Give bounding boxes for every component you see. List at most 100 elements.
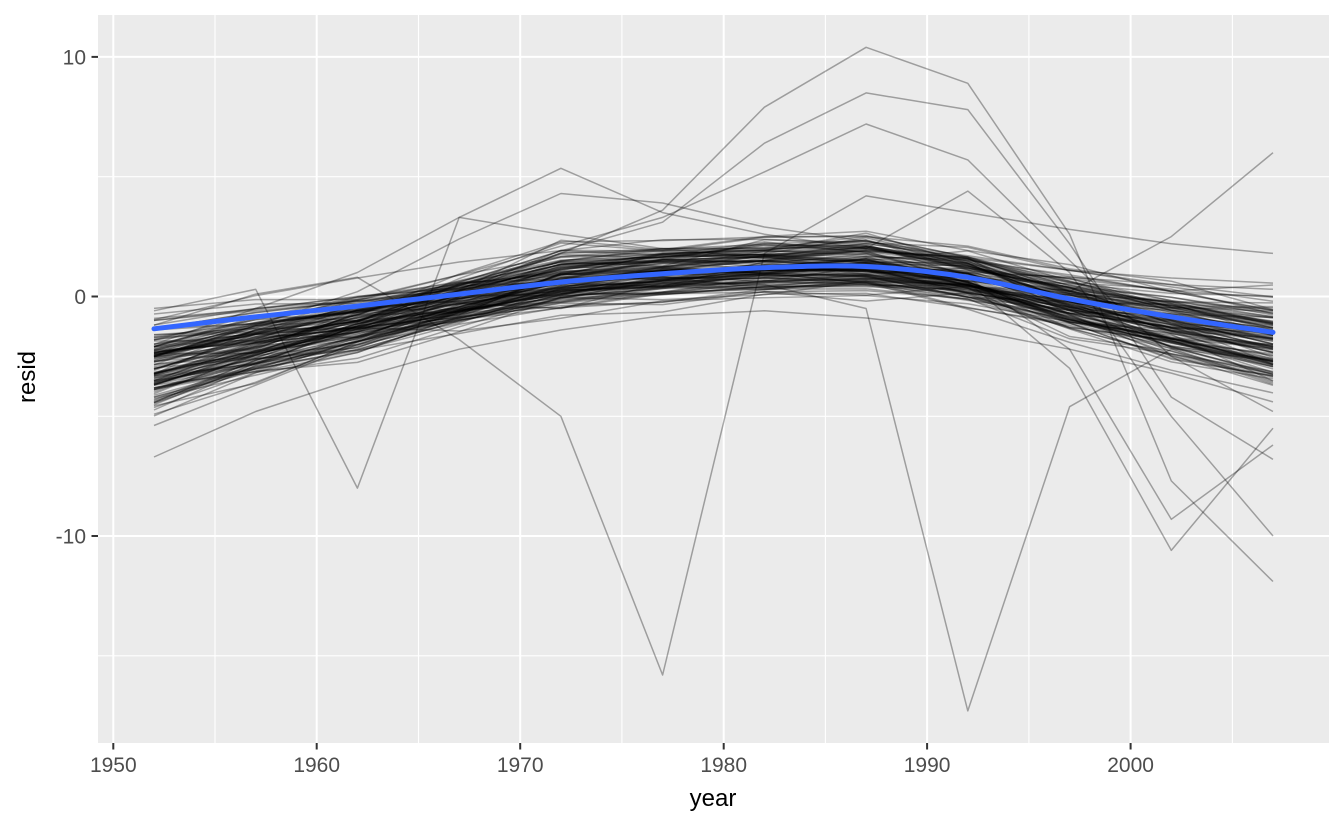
country-line (153, 276, 1274, 386)
country-line (153, 192, 1274, 358)
country-line (153, 257, 1274, 354)
country-line (153, 190, 1274, 537)
country-line (153, 167, 1274, 346)
country-line (153, 280, 1274, 390)
country-line (153, 261, 1274, 385)
country-line (153, 276, 1274, 383)
country-line (153, 265, 1274, 415)
country-line (153, 242, 1274, 403)
country-line (153, 267, 1274, 366)
country-line (153, 243, 1274, 336)
country-line (153, 245, 1274, 386)
country-line (153, 244, 1274, 365)
country-line (153, 242, 1274, 354)
major-gridlines (98, 15, 1329, 743)
country-line (153, 258, 1274, 377)
country-line (153, 260, 1274, 375)
country-line (153, 261, 1274, 363)
country-line (153, 280, 1274, 398)
country-line (153, 273, 1274, 355)
country-line (153, 235, 1274, 372)
country-line (153, 239, 1274, 385)
country-line (153, 46, 1274, 583)
country-line (153, 255, 1274, 363)
country-line (153, 263, 1274, 353)
country-line (153, 249, 1274, 348)
country-line (153, 255, 1274, 382)
country-line (153, 273, 1274, 385)
country-line (153, 260, 1274, 389)
country-line (153, 280, 1274, 347)
country-line (153, 285, 1274, 355)
country-line (153, 273, 1274, 358)
country-line (153, 252, 1274, 375)
x-axis-title: year (690, 785, 737, 812)
country-line (153, 267, 1274, 427)
y-tick-label: 10 (63, 46, 86, 69)
country-line (153, 281, 1274, 394)
country-line (153, 269, 1274, 378)
country-line (153, 274, 1274, 409)
minor-gridlines (98, 15, 1329, 743)
country-line (153, 230, 1274, 401)
country-line (153, 268, 1274, 370)
country-line (153, 253, 1274, 393)
country-line (153, 256, 1274, 366)
country-line (153, 253, 1274, 340)
country-line (153, 277, 1274, 382)
country-line (153, 152, 1274, 384)
country-line (153, 250, 1274, 355)
axis-tick-marks (91, 55, 1132, 750)
smooth-line (151, 263, 1276, 335)
country-line (153, 238, 1274, 376)
country-line (153, 259, 1274, 377)
country-line (153, 123, 1274, 413)
country-line (153, 250, 1274, 356)
x-tick-label: 2000 (1107, 754, 1154, 777)
country-line (153, 281, 1274, 377)
country-line (153, 273, 1274, 354)
country-line (153, 274, 1274, 351)
y-axis-title: resid (14, 351, 41, 403)
country-line (153, 292, 1274, 382)
country-line (153, 272, 1274, 374)
country-line (153, 243, 1274, 406)
country-line (153, 274, 1274, 366)
country-line (153, 264, 1274, 351)
country-line (153, 195, 1274, 676)
country-line (153, 274, 1274, 398)
country-line (153, 278, 1274, 378)
country-line (153, 270, 1274, 385)
axis-tick-labels: 1950 1960 1970 1980 1990 2000 10 0 -10 (56, 46, 1154, 777)
y-tick-label: 0 (74, 286, 86, 309)
country-line (153, 275, 1274, 405)
country-line (153, 279, 1274, 365)
country-line (153, 294, 1274, 365)
country-line (153, 259, 1274, 387)
country-line (153, 216, 1274, 489)
country-line (153, 265, 1274, 391)
country-line (153, 278, 1274, 712)
x-tick-label: 1950 (90, 754, 137, 777)
country-line (153, 272, 1274, 361)
country-line (153, 280, 1274, 352)
country-line (153, 282, 1274, 375)
country-line (153, 310, 1274, 458)
country-line (153, 247, 1274, 382)
country-line (153, 268, 1274, 389)
country-line (153, 248, 1274, 404)
y-tick-label: -10 (56, 526, 86, 549)
country-line (153, 259, 1274, 379)
plot-panel (98, 15, 1329, 743)
country-line (153, 277, 1274, 385)
country-line (153, 249, 1274, 358)
country-line (153, 289, 1274, 358)
country-line (153, 234, 1274, 382)
country-line (153, 291, 1274, 383)
country-line (153, 253, 1274, 379)
country-line (153, 269, 1274, 396)
country-line (153, 283, 1274, 362)
country-line (153, 267, 1274, 374)
